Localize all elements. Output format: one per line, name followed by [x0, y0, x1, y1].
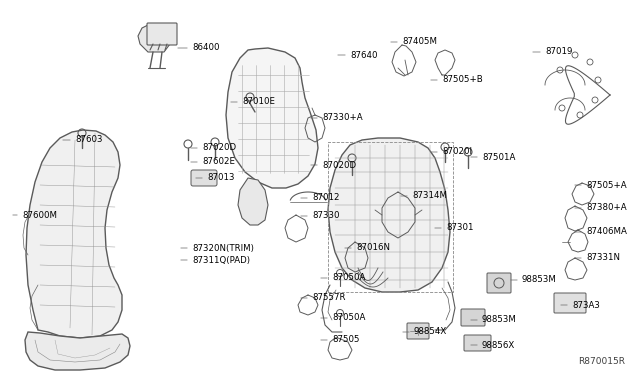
Text: 87019: 87019 [545, 48, 572, 57]
Text: 87505: 87505 [332, 336, 360, 344]
Text: 87330+A: 87330+A [322, 113, 363, 122]
Text: 87557R: 87557R [312, 294, 346, 302]
Text: 87016N: 87016N [356, 244, 390, 253]
Text: 87505+A: 87505+A [586, 180, 627, 189]
Text: 87020D: 87020D [202, 144, 236, 153]
Polygon shape [238, 178, 268, 225]
Text: 87331N: 87331N [586, 253, 620, 263]
Text: 87050A: 87050A [332, 314, 365, 323]
Text: 87380+A: 87380+A [586, 203, 627, 212]
Text: 87320N(TRIM): 87320N(TRIM) [192, 244, 254, 253]
Polygon shape [25, 332, 130, 370]
FancyBboxPatch shape [147, 23, 177, 45]
Text: 87600M: 87600M [22, 211, 57, 219]
Text: 87406MA: 87406MA [586, 228, 627, 237]
FancyBboxPatch shape [407, 323, 429, 339]
FancyBboxPatch shape [461, 309, 485, 326]
Polygon shape [328, 138, 450, 292]
Text: 873A3: 873A3 [572, 301, 600, 310]
Text: 98853M: 98853M [482, 315, 517, 324]
Text: 98854X: 98854X [414, 327, 447, 337]
Text: 87505+B: 87505+B [442, 76, 483, 84]
Polygon shape [138, 24, 172, 52]
Text: 87020D: 87020D [322, 160, 356, 170]
Text: 87640: 87640 [350, 51, 378, 60]
Text: 87050A: 87050A [332, 273, 365, 282]
FancyBboxPatch shape [464, 335, 491, 351]
Text: 87012: 87012 [312, 193, 339, 202]
Bar [328, 142, 453, 292]
Text: 87020I: 87020I [442, 148, 472, 157]
Text: 87301: 87301 [446, 224, 474, 232]
FancyBboxPatch shape [487, 273, 511, 293]
Text: 87010E: 87010E [242, 97, 275, 106]
Text: 87405M: 87405M [402, 38, 437, 46]
Text: 87330: 87330 [312, 212, 339, 221]
Text: 87013: 87013 [207, 173, 234, 183]
Polygon shape [26, 130, 122, 338]
FancyBboxPatch shape [554, 293, 586, 313]
Text: 87314M: 87314M [412, 192, 447, 201]
Text: 87501A: 87501A [482, 153, 515, 161]
Text: 87602E: 87602E [202, 157, 235, 167]
Text: R870015R: R870015R [578, 357, 625, 366]
Text: 87311Q(PAD): 87311Q(PAD) [192, 256, 250, 264]
Text: 87603: 87603 [75, 135, 102, 144]
Polygon shape [226, 48, 318, 188]
Text: 98853M: 98853M [522, 276, 557, 285]
Text: 86400: 86400 [192, 44, 220, 52]
FancyBboxPatch shape [191, 170, 217, 186]
Text: 98856X: 98856X [482, 340, 515, 350]
